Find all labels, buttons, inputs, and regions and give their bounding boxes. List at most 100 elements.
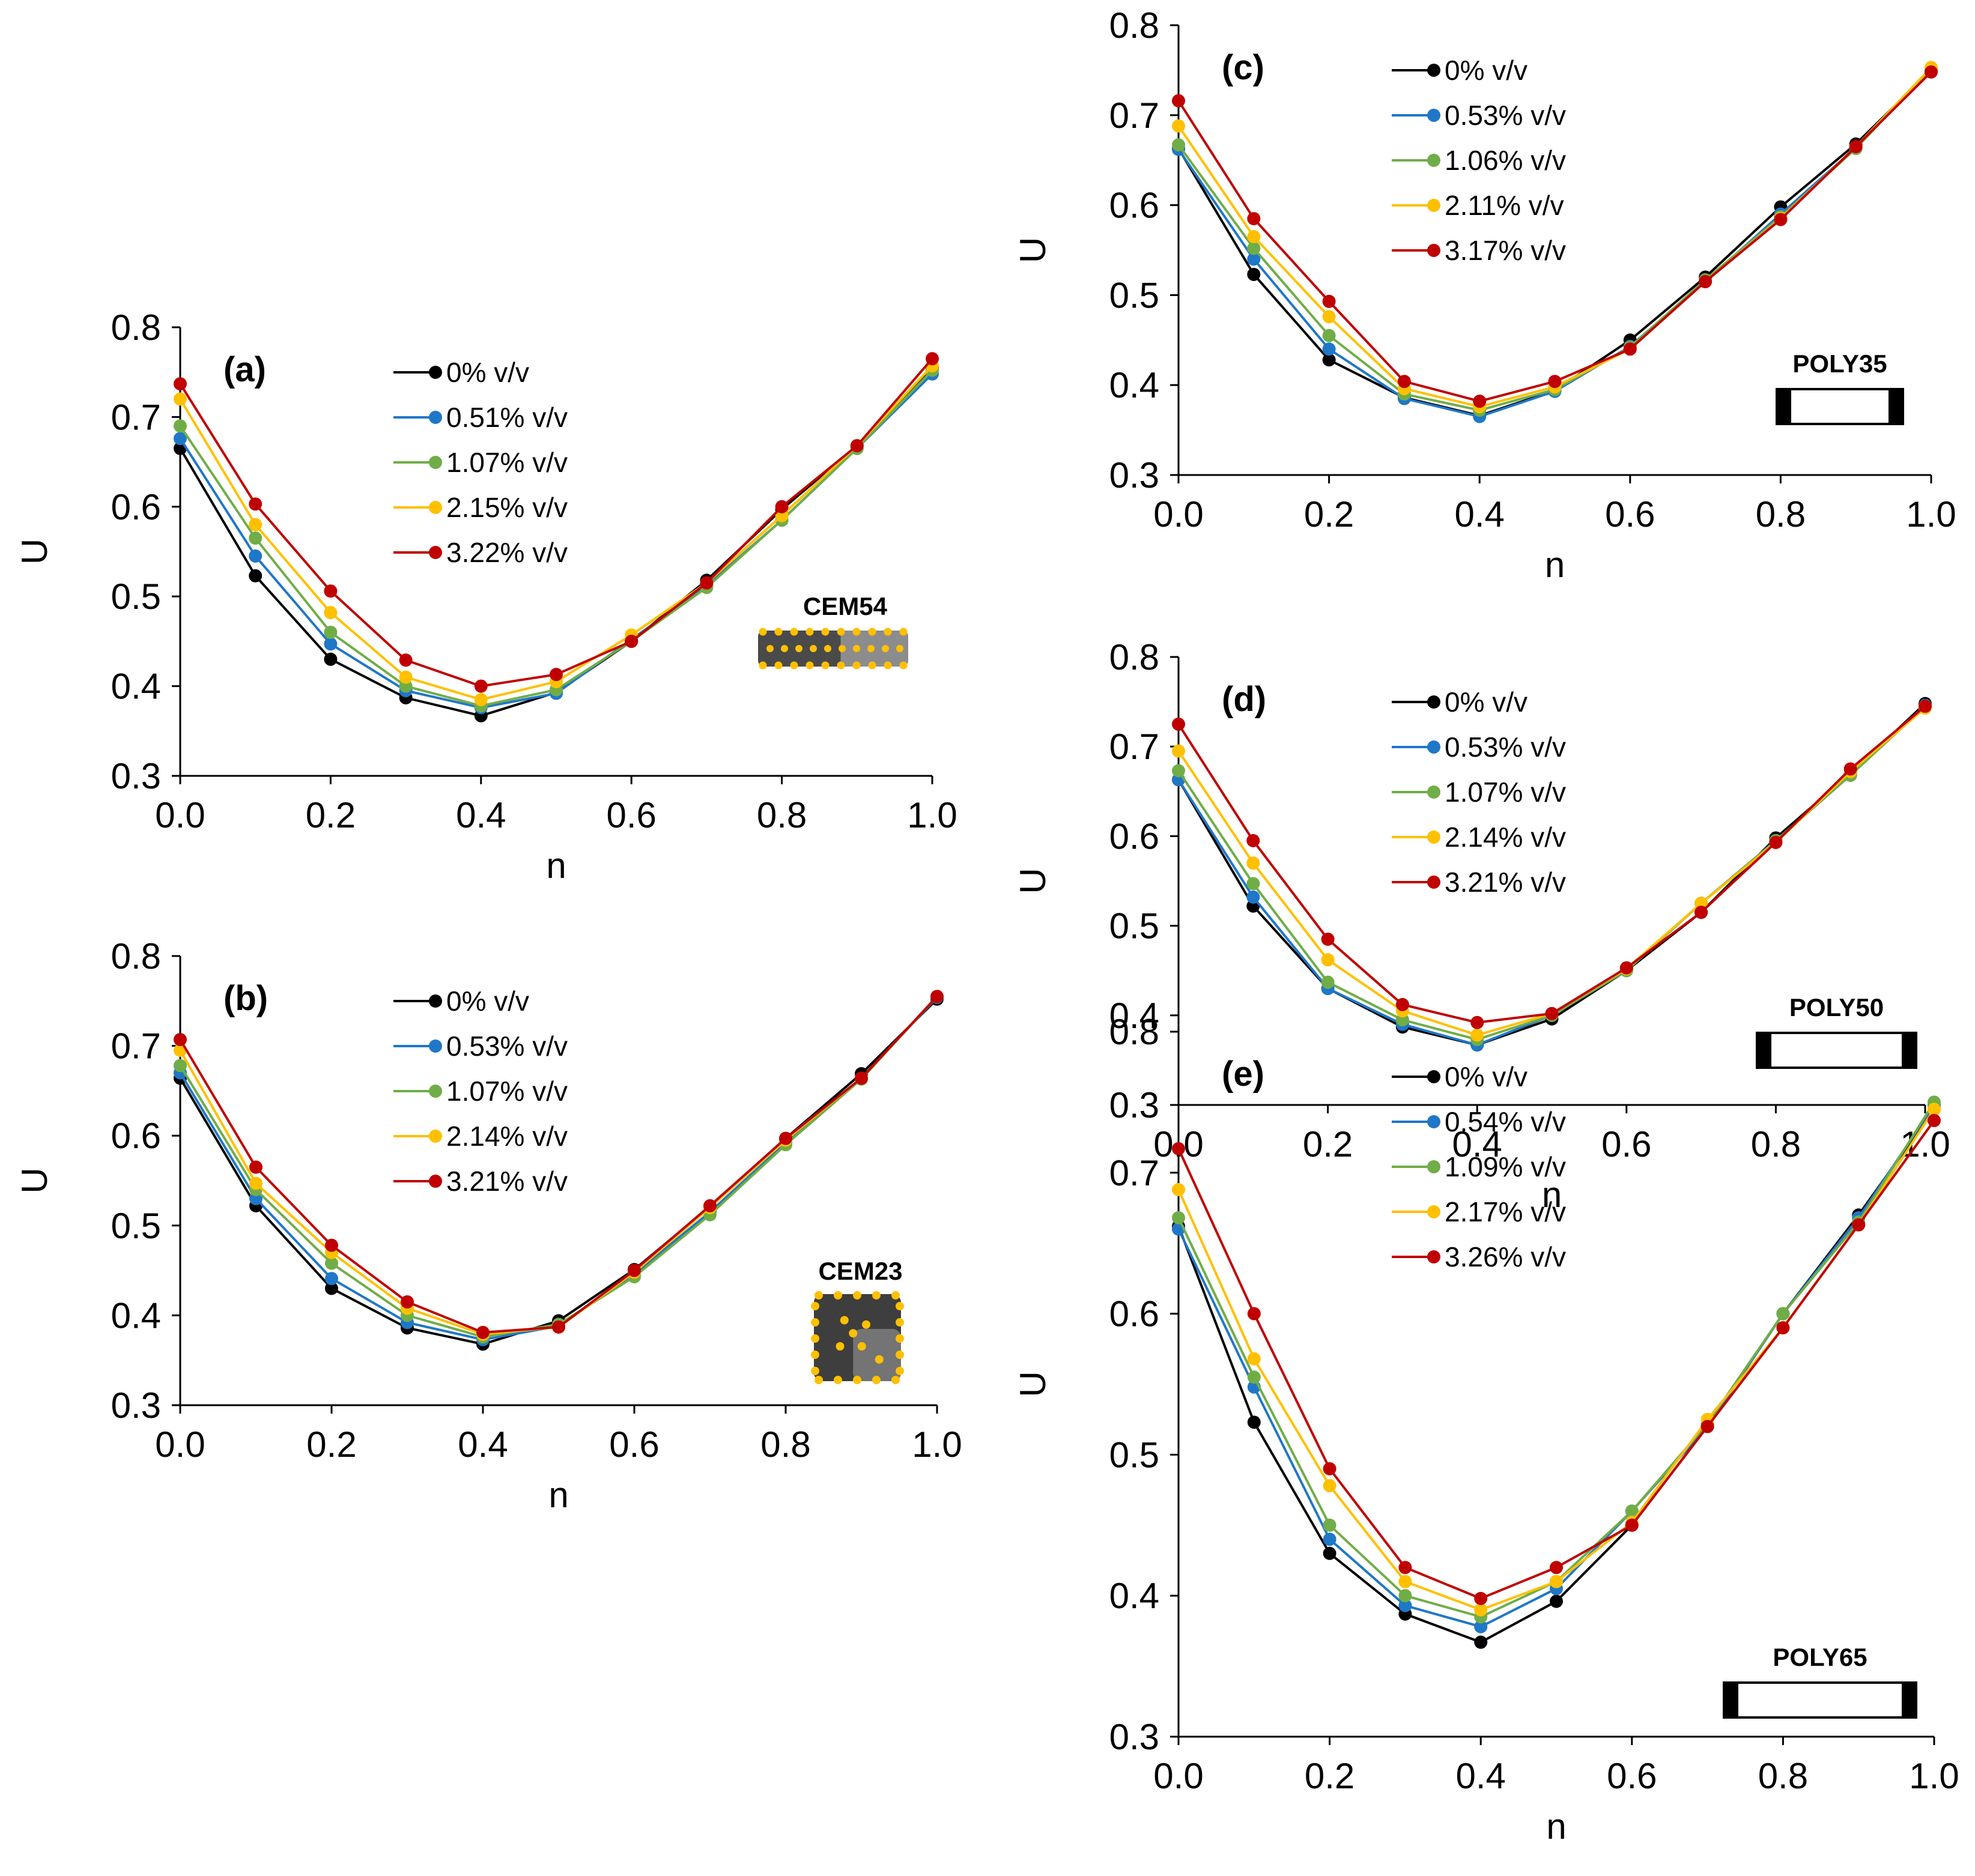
panel-tag: (d) (1222, 680, 1266, 719)
legend-label: 0.53% v/v (1445, 731, 1566, 763)
particle (857, 1342, 866, 1351)
particle (853, 645, 860, 652)
x-axis-label: n (1546, 1806, 1566, 1847)
data-point (325, 1256, 338, 1270)
x-tick-label: 0.6 (606, 795, 656, 835)
legend-entry: 2.15% v/v (393, 492, 568, 523)
data-point (1246, 834, 1260, 847)
legend-entry: 0% v/v (393, 357, 529, 388)
data-point (1247, 212, 1261, 226)
particle (824, 645, 831, 652)
legend-label: 3.22% v/v (446, 537, 568, 568)
data-point (1247, 241, 1261, 255)
x-tick-label: 0.6 (609, 1424, 659, 1465)
data-point (1322, 310, 1336, 324)
particle (896, 1302, 904, 1310)
panel-tag: (a) (223, 350, 266, 389)
particle (882, 645, 889, 652)
legend-marker (1427, 1115, 1440, 1128)
legend-entry: 2.14% v/v (1392, 822, 1566, 853)
y-tick-label: 0.7 (1109, 95, 1159, 136)
legend-marker (429, 546, 442, 559)
data-point (174, 377, 187, 391)
particle (849, 1329, 858, 1338)
data-point (1928, 1113, 1941, 1127)
data-point (1397, 375, 1411, 389)
data-point (324, 606, 338, 620)
particle (896, 645, 903, 652)
legend-label: 2.14% v/v (446, 1121, 568, 1152)
y-tick-label: 0.4 (1109, 1576, 1159, 1616)
particle (868, 628, 876, 636)
data-point (1247, 252, 1261, 266)
legend-marker (1427, 831, 1440, 844)
data-point (249, 569, 262, 582)
data-point (249, 497, 262, 511)
panel-b: 0.3 0.4 0.5 0.6 0.7 0.8 0.0 0.2 0.4 0.6 0.8 1.0 n U (b… (14, 936, 962, 1515)
cement-prism-icon (758, 628, 908, 670)
y-tick-label: 0.5 (1109, 275, 1159, 315)
particle (815, 1376, 823, 1384)
y-tick-label: 0.3 (111, 756, 161, 796)
data-point (1323, 1462, 1336, 1475)
x-tick-label: 0.0 (1153, 494, 1203, 534)
data-point (1247, 1307, 1261, 1321)
y-tick-label: 0.7 (111, 1026, 161, 1067)
data-point (1172, 764, 1185, 778)
data-point (174, 1059, 187, 1073)
particle (896, 1351, 904, 1359)
inset-label: CEM54 (803, 592, 888, 620)
y-tick-label: 0.4 (1109, 365, 1159, 405)
x-tick-label: 0.2 (1304, 494, 1354, 534)
panel-e: 0.3 0.4 0.5 0.6 0.7 0.8 0.0 0.2 0.4 0.6 0.8 1.0 n U (e… (1013, 1012, 1959, 1847)
legend-marker (429, 1085, 442, 1098)
data-point (399, 653, 413, 667)
particle (891, 1291, 900, 1300)
particle (899, 628, 908, 636)
panel-tag: (b) (223, 979, 268, 1018)
data-point (399, 670, 413, 684)
legend-label: 3.21% v/v (1445, 867, 1566, 898)
y-tick-label: 0.5 (1109, 906, 1159, 946)
legend-entry: 3.26% v/v (1392, 1241, 1566, 1272)
data-point (1398, 1599, 1412, 1612)
data-point (1928, 1103, 1941, 1116)
specimen-end-cap (1724, 1683, 1738, 1717)
particle (837, 661, 845, 670)
y-tick-label: 0.8 (1109, 637, 1159, 677)
legend-entry: 1.06% v/v (1392, 145, 1566, 176)
legend-entry: 3.22% v/v (393, 537, 568, 568)
specimen-body (1776, 388, 1904, 425)
data-point (324, 625, 338, 639)
data-point (325, 1281, 338, 1295)
particle (759, 628, 767, 636)
data-point (249, 1160, 262, 1174)
particle (781, 645, 788, 652)
legend-label: 0.53% v/v (1445, 100, 1566, 131)
data-point (1474, 1620, 1488, 1633)
series-4 (174, 990, 944, 1339)
data-point (1619, 961, 1633, 975)
x-tick-label: 0.4 (1452, 1124, 1502, 1164)
legend-entry: 3.21% v/v (393, 1166, 568, 1197)
data-point (1398, 1575, 1412, 1588)
x-axis-label: n (548, 1475, 568, 1515)
data-point (1550, 1561, 1563, 1575)
legend-entry: 3.17% v/v (1392, 235, 1566, 266)
data-point (1474, 1591, 1488, 1605)
y-tick-label: 0.8 (1109, 1012, 1159, 1052)
y-tick-label: 0.3 (111, 1385, 161, 1426)
data-point (1246, 890, 1260, 904)
legend-marker (1427, 199, 1440, 212)
y-axis-label: U (1013, 237, 1053, 263)
particle (896, 1334, 904, 1343)
legend-entry: 0% v/v (1392, 55, 1528, 86)
data-point (324, 584, 338, 598)
y-tick-label: 0.8 (111, 936, 161, 976)
particle (815, 1291, 823, 1300)
data-point (1323, 1533, 1336, 1546)
data-point (1550, 1594, 1563, 1608)
x-tick-label: 0.8 (1751, 1124, 1801, 1164)
particle (810, 645, 817, 652)
